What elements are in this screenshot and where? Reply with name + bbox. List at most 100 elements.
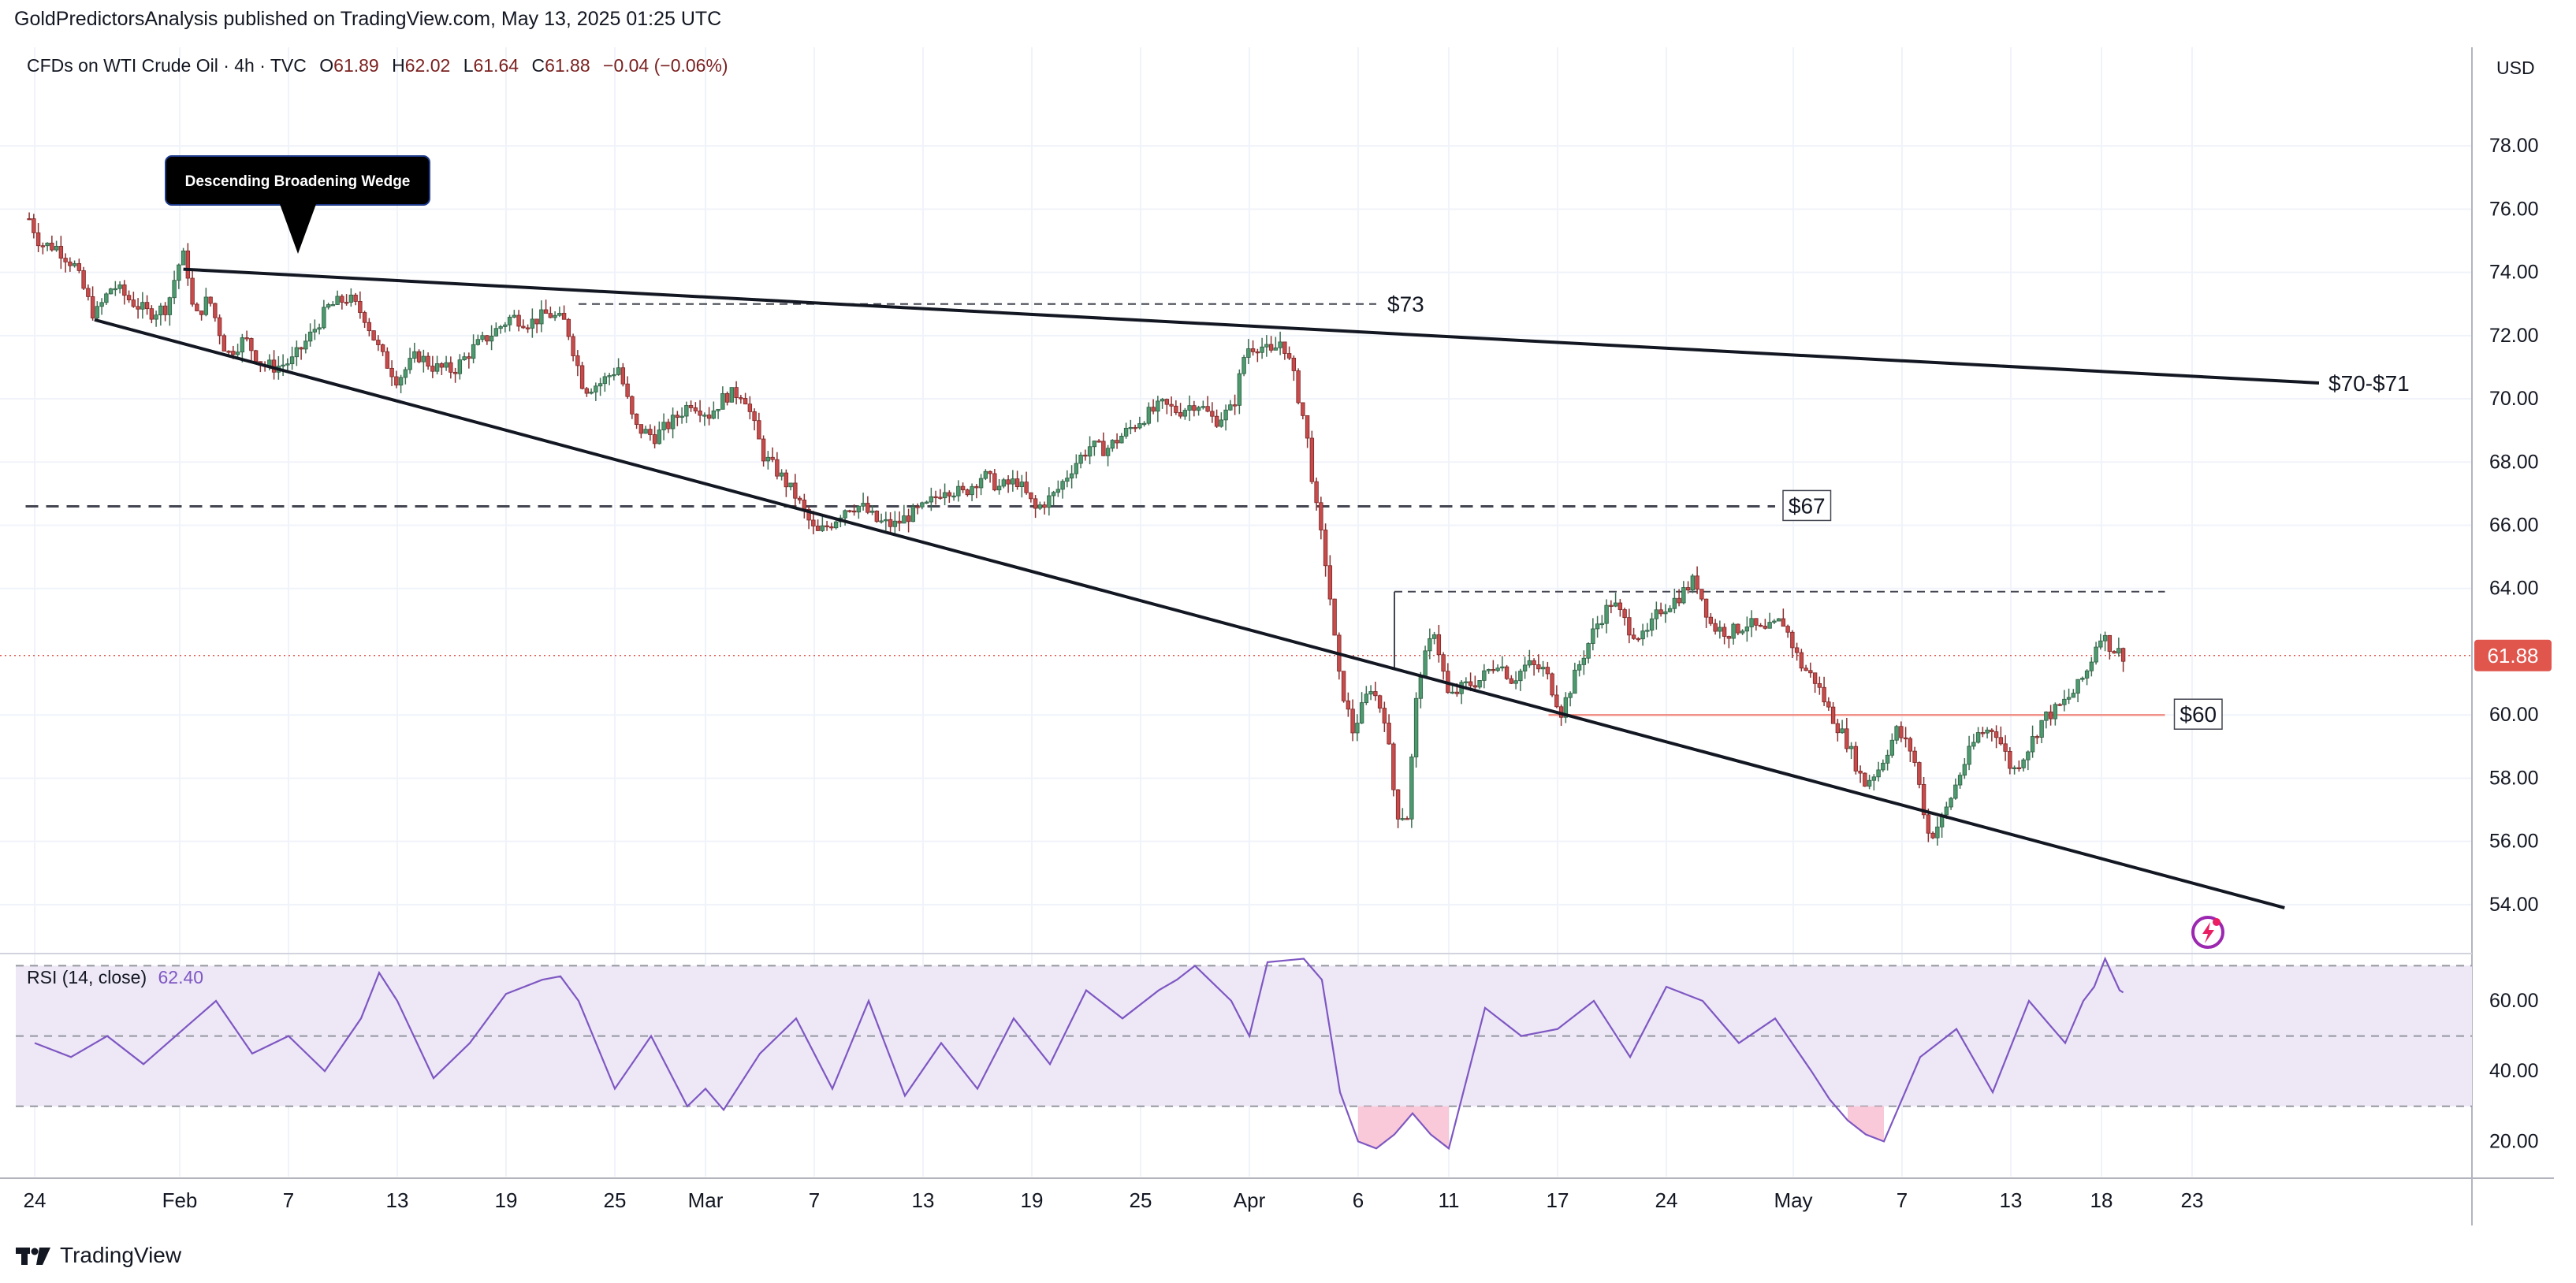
candle-down — [389, 367, 394, 377]
candle-up — [1591, 628, 1595, 644]
lower-trendline — [94, 318, 2285, 909]
candle-down — [739, 397, 743, 400]
candle-up — [2044, 711, 2049, 721]
time-tick-label: 17 — [1547, 1188, 1569, 1212]
time-tick-label: 19 — [495, 1188, 518, 1212]
candle-up — [530, 318, 535, 329]
candle-up — [594, 385, 598, 392]
candle-up — [1092, 441, 1097, 448]
candle-down — [144, 302, 150, 310]
candle-up — [1423, 650, 1428, 678]
candle-down — [1799, 652, 1804, 669]
rsi-title: RSI (14, close) — [27, 967, 147, 987]
candle-down — [1395, 789, 1401, 820]
candle-up — [892, 520, 898, 527]
candle-up — [1749, 618, 1754, 627]
candle-up — [2075, 679, 2080, 694]
lightning-icon[interactable] — [2191, 916, 2224, 949]
candle-up — [1069, 473, 1074, 479]
candle-down — [380, 344, 385, 352]
candle-up — [2021, 759, 2026, 768]
candle-down — [1405, 818, 1409, 820]
candle-up — [1055, 489, 1061, 493]
candle-up — [475, 339, 481, 345]
candle-down — [947, 492, 952, 496]
candle-down — [1192, 405, 1197, 411]
candle-down — [63, 258, 68, 262]
candle-down — [761, 438, 766, 462]
candle-up — [507, 317, 512, 325]
candle-up — [1772, 620, 1777, 623]
candle-up — [616, 367, 621, 375]
candle-up — [643, 429, 648, 434]
candle-up — [330, 304, 336, 307]
candle-down — [888, 519, 893, 527]
candle-up — [920, 502, 925, 508]
candle-down — [1033, 498, 1038, 509]
candle-up — [303, 340, 308, 350]
candle-down — [1255, 351, 1260, 354]
candle-up — [104, 293, 109, 303]
candle-up — [322, 307, 326, 329]
candle-down — [1169, 403, 1174, 407]
rsi-oversold-fill — [1358, 1106, 1449, 1149]
tradingview-logo-icon[interactable] — [14, 1244, 52, 1266]
candle-down — [1631, 634, 1636, 639]
candle-down — [1622, 609, 1627, 619]
candle-down — [1685, 587, 1691, 591]
candle-up — [1604, 604, 1609, 624]
time-axis[interactable]: 24 Feb 7 13 19 25 Mar 7 13 19 25 Apr 6 11 17 24 May 7 13 18… — [24, 1188, 2204, 1212]
time-tick-label: 7 — [809, 1188, 820, 1212]
candle-down — [974, 485, 979, 489]
candle-up — [951, 495, 956, 498]
candle-down — [76, 263, 82, 271]
candle-up — [983, 470, 988, 479]
candle-up — [1228, 404, 1233, 411]
candle-down — [829, 526, 834, 529]
candle-down — [1627, 617, 1632, 636]
candle-up — [589, 392, 594, 394]
candle-down — [27, 218, 32, 221]
candle-down — [136, 306, 140, 310]
candle-up — [1019, 482, 1025, 488]
candle-up — [1196, 407, 1201, 411]
candle-up — [1156, 400, 1160, 412]
candle-down — [2120, 648, 2126, 662]
candle-down — [376, 340, 381, 345]
candle-down — [253, 350, 259, 363]
candle-down — [1377, 695, 1383, 709]
candle-down — [811, 519, 816, 526]
candle-up — [1137, 423, 1142, 429]
candle-up — [1690, 575, 1696, 591]
candle-up — [480, 335, 485, 340]
candle-down — [851, 510, 857, 513]
candle-up — [1219, 419, 1224, 427]
candle-up — [462, 356, 467, 361]
candle-up — [720, 392, 725, 410]
candle-down — [452, 371, 458, 374]
candle-up — [2062, 698, 2067, 705]
candle-down — [724, 392, 730, 403]
candle-up — [2098, 640, 2103, 648]
candle-down — [793, 482, 798, 499]
candle-down — [244, 337, 249, 340]
label-60-box — [2173, 698, 2223, 730]
legend-open-value: 61.89 — [333, 55, 379, 76]
candle-up — [1477, 680, 1482, 688]
candle-up — [335, 296, 340, 305]
candle-up — [1649, 618, 1655, 631]
candle-up — [1967, 746, 1971, 765]
candle-down — [698, 411, 702, 416]
candle-up — [1871, 776, 1877, 781]
candle-up — [1187, 405, 1192, 411]
time-tick-label: 24 — [24, 1188, 47, 1212]
time-tick-label: 7 — [283, 1188, 294, 1212]
candle-down — [126, 295, 132, 300]
published-header: GoldPredictorsAnalysis published on Trad… — [14, 8, 722, 30]
candle-up — [2026, 751, 2031, 761]
time-tick-label: Apr — [1234, 1188, 1266, 1212]
candle-up — [1540, 667, 1546, 670]
candle-down — [449, 362, 453, 373]
candles — [27, 212, 2320, 909]
